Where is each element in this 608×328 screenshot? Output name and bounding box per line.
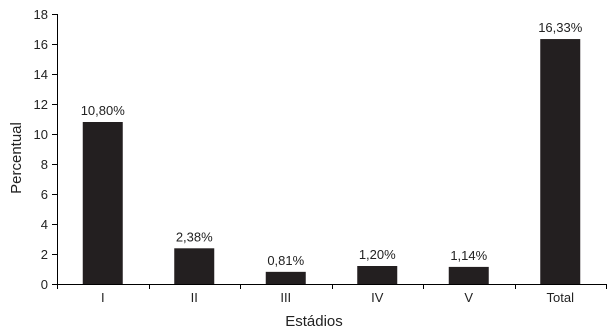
y-tick-label: 18	[34, 7, 48, 22]
data-label: 0,81%	[267, 253, 304, 268]
x-axis-ticks: I II III IV V Total	[57, 284, 607, 305]
y-tick-label: 10	[34, 127, 48, 142]
x-tick-label: IV	[371, 290, 384, 305]
y-tick-label: 14	[34, 67, 48, 82]
y-tick-label: 8	[41, 157, 48, 172]
bars	[82, 39, 581, 284]
data-label: 16,33%	[538, 20, 583, 35]
y-tick-label: 2	[41, 247, 48, 262]
y-tick-label: 16	[34, 37, 48, 52]
x-axis-title: Estádios	[285, 313, 343, 328]
data-labels: 10,80% 2,38% 0,81% 1,20% 1,14% 16,33%	[81, 20, 583, 268]
y-axis-title: Percentual	[8, 122, 25, 194]
bar-iii	[265, 271, 306, 284]
bar-iv	[357, 266, 398, 284]
data-label: 10,80%	[81, 103, 126, 118]
y-tick-label: 12	[34, 97, 48, 112]
x-tick-label: II	[191, 290, 198, 305]
y-tick-label: 4	[41, 217, 48, 232]
data-label: 1,20%	[359, 247, 396, 262]
x-tick-label: Total	[547, 290, 575, 305]
bar-total	[540, 39, 581, 284]
x-tick-label: V	[464, 290, 473, 305]
bar-i	[82, 122, 123, 284]
y-axis-ticks: 0 2 4 6 8 10 12 14 16 18	[34, 7, 57, 292]
bar-ii	[174, 248, 215, 284]
x-tick-label: III	[280, 290, 291, 305]
y-tick-label: 0	[41, 277, 48, 292]
y-tick-label: 6	[41, 187, 48, 202]
data-label: 1,14%	[450, 248, 487, 263]
bar-v	[448, 266, 489, 284]
data-label: 2,38%	[176, 229, 213, 244]
x-tick-label: I	[101, 290, 105, 305]
